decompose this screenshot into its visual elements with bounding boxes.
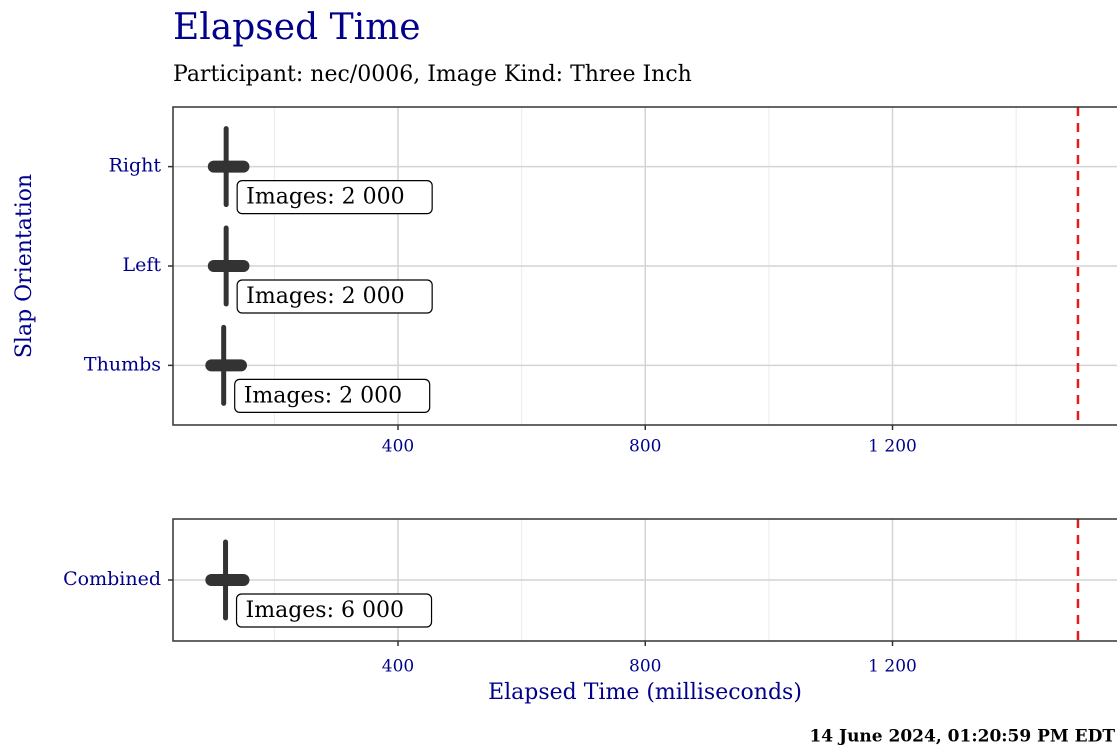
- data-label: Images: 2 000: [244, 383, 402, 408]
- footer: 14 June 2024, 01:20:59 PM EDT: [809, 727, 1115, 747]
- y-tick-label: Left: [122, 254, 161, 276]
- panel-border: [172, 106, 1117, 426]
- x-tick-label: 400: [382, 657, 414, 677]
- label-box: [235, 593, 433, 628]
- data-label: Images: 2 000: [246, 185, 404, 210]
- panel: [173, 519, 1117, 641]
- y-tick-label: Thumbs: [84, 353, 161, 375]
- chart-title: Elapsed Time: [173, 7, 421, 48]
- x-tick-label: 400: [382, 437, 414, 457]
- label-box: [236, 279, 433, 314]
- x-tick-label: 800: [629, 437, 661, 457]
- y-tick-label: Right: [109, 155, 162, 177]
- label-box: [234, 378, 431, 413]
- x-tick-label: 1 200: [868, 657, 917, 677]
- data-label: Images: 2 000: [246, 284, 404, 309]
- data-label: Images: 6 000: [246, 598, 404, 623]
- chart-subtitle: Participant: nec/0006, Image Kind: Three…: [173, 62, 692, 87]
- x-tick-label: 1 200: [868, 437, 917, 457]
- x-tick-label: 800: [629, 657, 661, 677]
- panel-border: [172, 518, 1117, 642]
- y-tick-label: Combined: [63, 568, 161, 590]
- y-axis-label: Slap Orientation: [12, 174, 37, 358]
- x-axis-label: Elapsed Time (milliseconds): [488, 680, 802, 705]
- label-box: [236, 180, 433, 215]
- panel: [173, 107, 1117, 425]
